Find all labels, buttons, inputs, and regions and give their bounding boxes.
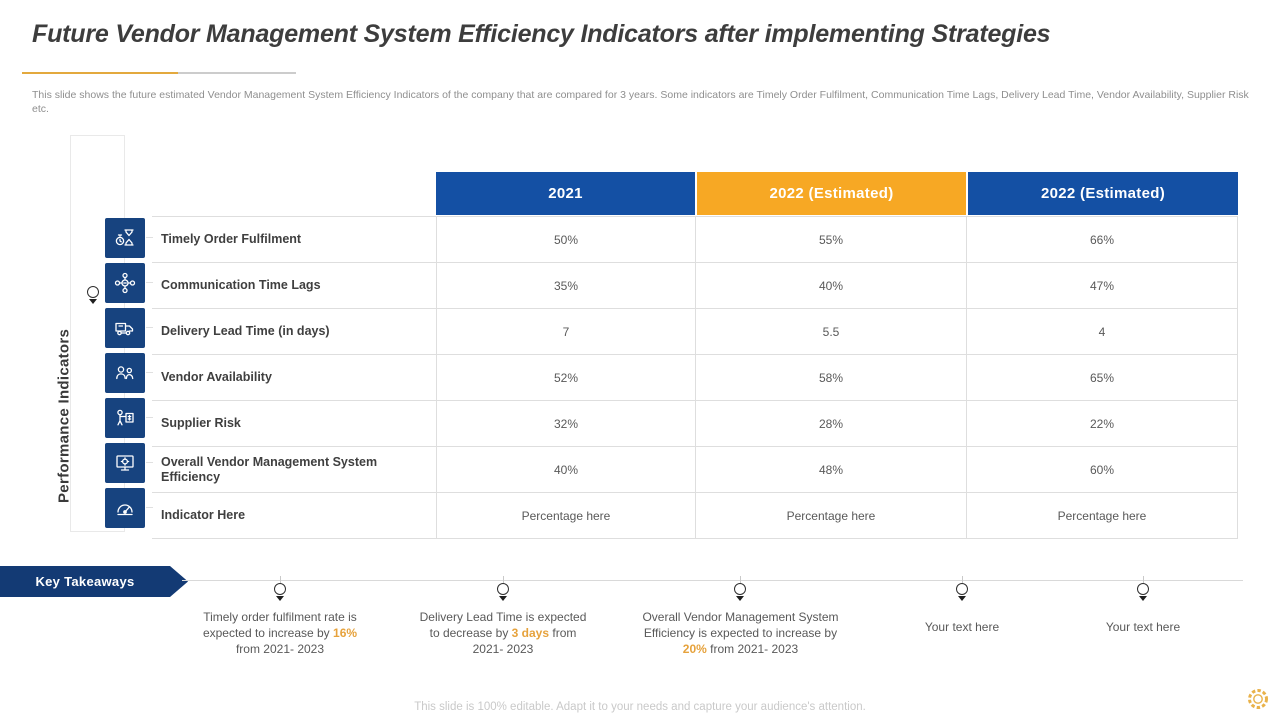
timeline-pin-marker [956,576,968,601]
row-label: Overall Vendor Management System Efficie… [161,454,378,484]
cell-value-placeholder: Percentage here [436,493,695,538]
vendor-people-icon [105,352,145,393]
table-row: Overall Vendor Management System Efficie… [152,447,1238,493]
delivery-truck-icon [105,307,145,348]
timeline-pin-marker [734,576,746,601]
row-label: Delivery Lead Time (in days) [161,324,330,338]
takeaway-item: Overall Vendor Management System Efficie… [642,610,839,656]
table-row: Supplier Risk 32% 28% 22% [152,401,1238,447]
cell-value-placeholder: Percentage here [966,493,1238,538]
cell-value: 48% [695,447,966,492]
table-header-2022-estimated-1: 2022 (Estimated) [695,172,966,215]
takeaways-timeline [182,580,1243,581]
indicators-table: 2021 2022 (Estimated) 2022 (Estimated) T… [152,172,1238,539]
supplier-risk-icon [105,397,145,438]
system-efficiency-monitor-icon [105,442,145,483]
table-row: Indicator Here Percentage here Percentag… [152,493,1238,539]
cell-value: 55% [695,217,966,262]
cell-value: 7 [436,309,695,354]
key-takeaways-banner: Key Takeaways [0,566,188,597]
timeline-pin-marker [274,576,286,601]
slide-description: This slide shows the future estimated Ve… [32,89,1249,115]
cell-value: 40% [436,447,695,492]
takeaway-item: Delivery Lead Time is expected to decrea… [419,610,587,656]
indicator-icon-rail [104,215,153,530]
cell-value: 40% [695,263,966,308]
cell-value: 58% [695,355,966,400]
cell-value: 66% [966,217,1238,262]
table-row: Communication Time Lags 35% 40% 47% [152,263,1238,309]
cell-value: 52% [436,355,695,400]
row-label: Communication Time Lags [161,278,321,292]
table-row: Timely Order Fulfilment 50% 55% 66% [152,217,1238,263]
editable-note: This slide is 100% editable. Adapt it to… [414,701,866,713]
gauge-icon [105,487,145,528]
performance-indicators-label: Performance Indicators [55,328,73,504]
takeaway-highlight: 3 days [511,626,550,640]
cell-value: 50% [436,217,695,262]
title-underline [178,72,296,74]
takeaway-highlight: 20% [682,642,707,656]
timeline-pin-marker [497,576,509,601]
takeaway-item-placeholder: Your text here [1105,620,1181,634]
row-label: Vendor Availability [161,370,272,384]
stopwatch-hourglass-icon [105,217,145,258]
table-row: Delivery Lead Time (in days) 7 5.5 4 [152,309,1238,355]
timeline-pin-marker [1137,576,1149,601]
row-label: Supplier Risk [161,416,241,430]
cell-value: 65% [966,355,1238,400]
table-row: Vendor Availability 52% 58% 65% [152,355,1238,401]
row-label-placeholder: Indicator Here [161,508,246,522]
communication-network-icon [105,262,145,303]
cell-value: 22% [966,401,1238,446]
cell-value-placeholder: Percentage here [695,493,966,538]
takeaway-highlight: 16% [333,626,358,640]
table-body: Timely Order Fulfilment 50% 55% 66% Comm… [152,216,1238,539]
cell-value: 5.5 [695,309,966,354]
cell-value: 35% [436,263,695,308]
cell-value: 28% [695,401,966,446]
cell-value: 47% [966,263,1238,308]
table-header-row: 2021 2022 (Estimated) 2022 (Estimated) [152,172,1238,215]
rail-pin-marker [87,286,99,304]
takeaway-item: Timely order fulfilment rate is expected… [202,610,358,656]
table-header-2021: 2021 [436,172,695,215]
cell-value: 60% [966,447,1238,492]
gear-icon [1245,686,1271,717]
row-label: Timely Order Fulfilment [161,232,302,246]
cell-value: 4 [966,309,1238,354]
page-title: Future Vendor Management System Efficien… [32,20,1051,48]
takeaway-item-placeholder: Your text here [924,620,1000,634]
table-header-2022-estimated-2: 2022 (Estimated) [966,172,1238,215]
title-underline-accent [22,72,178,74]
cell-value: 32% [436,401,695,446]
